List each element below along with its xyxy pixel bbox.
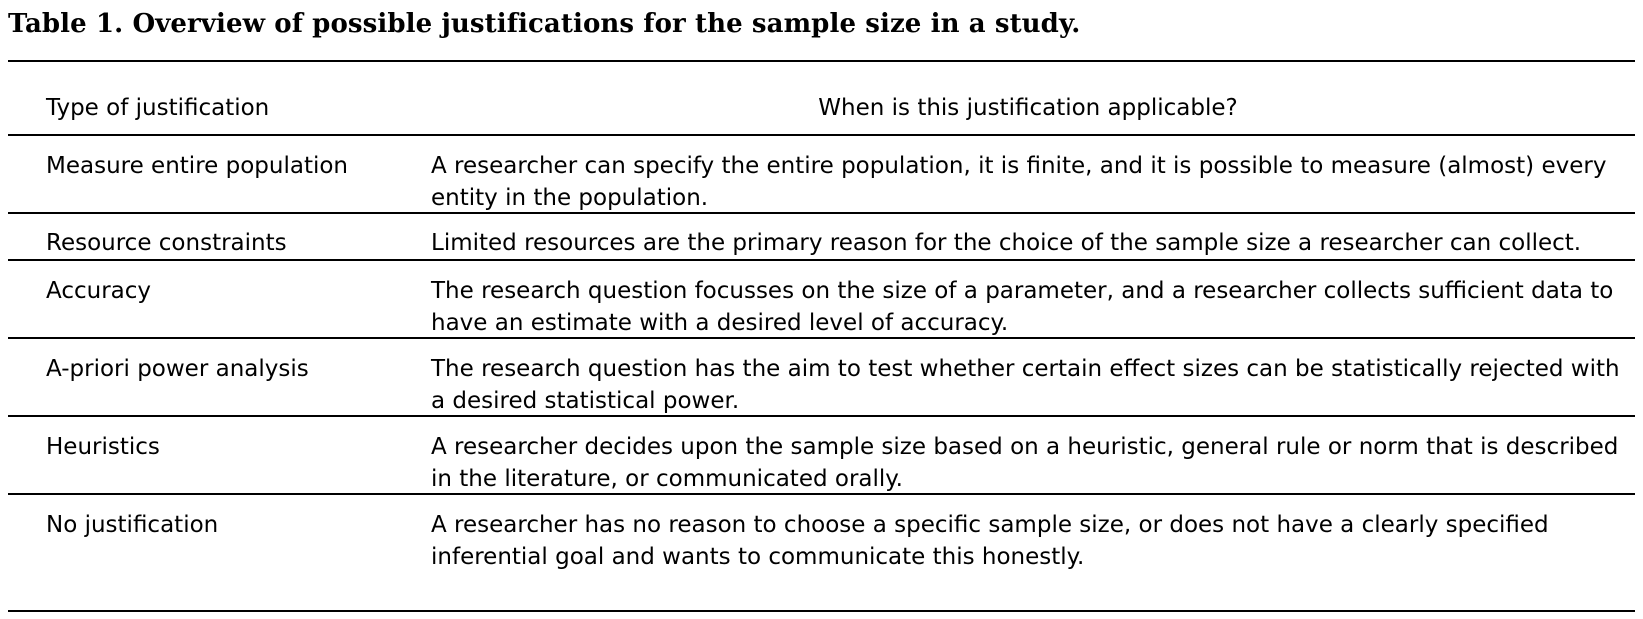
cell-type: Resource constraints	[46, 230, 287, 256]
cell-type: Heuristics	[46, 434, 160, 460]
justification-table: Type of justification When is this justi…	[8, 92, 1635, 581]
column-header-when: When is this justification applicable?	[818, 95, 1238, 121]
cell-when: A researcher decides upon the sample siz…	[431, 434, 1619, 492]
table-row: Resource constraints Limited resources a…	[8, 222, 1635, 269]
cell-when: A researcher has no reason to choose a s…	[431, 512, 1549, 570]
table-row: A-priori power analysis The research que…	[8, 347, 1635, 425]
table-row: No justification A researcher has no rea…	[8, 503, 1635, 581]
cell-when: Limited resources are the primary reason…	[431, 230, 1582, 256]
cell-type: No justification	[46, 512, 219, 538]
table-row: Accuracy The research question focusses …	[8, 269, 1635, 347]
row-divider	[8, 415, 1635, 417]
table-top-rule	[8, 60, 1635, 62]
table-row: Measure entire population A researcher c…	[8, 144, 1635, 222]
table-bottom-rule	[8, 610, 1635, 612]
cell-when: The research question focusses on the si…	[431, 278, 1614, 336]
row-divider	[8, 212, 1635, 214]
cell-type: Measure entire population	[46, 153, 348, 179]
row-divider	[8, 337, 1635, 339]
column-header-type: Type of justification	[46, 95, 270, 121]
header-divider	[8, 134, 1635, 136]
cell-when: A researcher can specify the entire popu…	[431, 153, 1607, 211]
table-row: Heuristics A researcher decides upon the…	[8, 425, 1635, 503]
row-divider	[8, 259, 1635, 261]
cell-type: A-priori power analysis	[46, 356, 309, 382]
table-caption: Table 1. Overview of possible justificat…	[8, 9, 1081, 39]
table-header-row: Type of justification When is this justi…	[8, 92, 1635, 144]
row-divider	[8, 493, 1635, 495]
cell-when: The research question has the aim to tes…	[431, 356, 1620, 414]
cell-type: Accuracy	[46, 278, 152, 304]
